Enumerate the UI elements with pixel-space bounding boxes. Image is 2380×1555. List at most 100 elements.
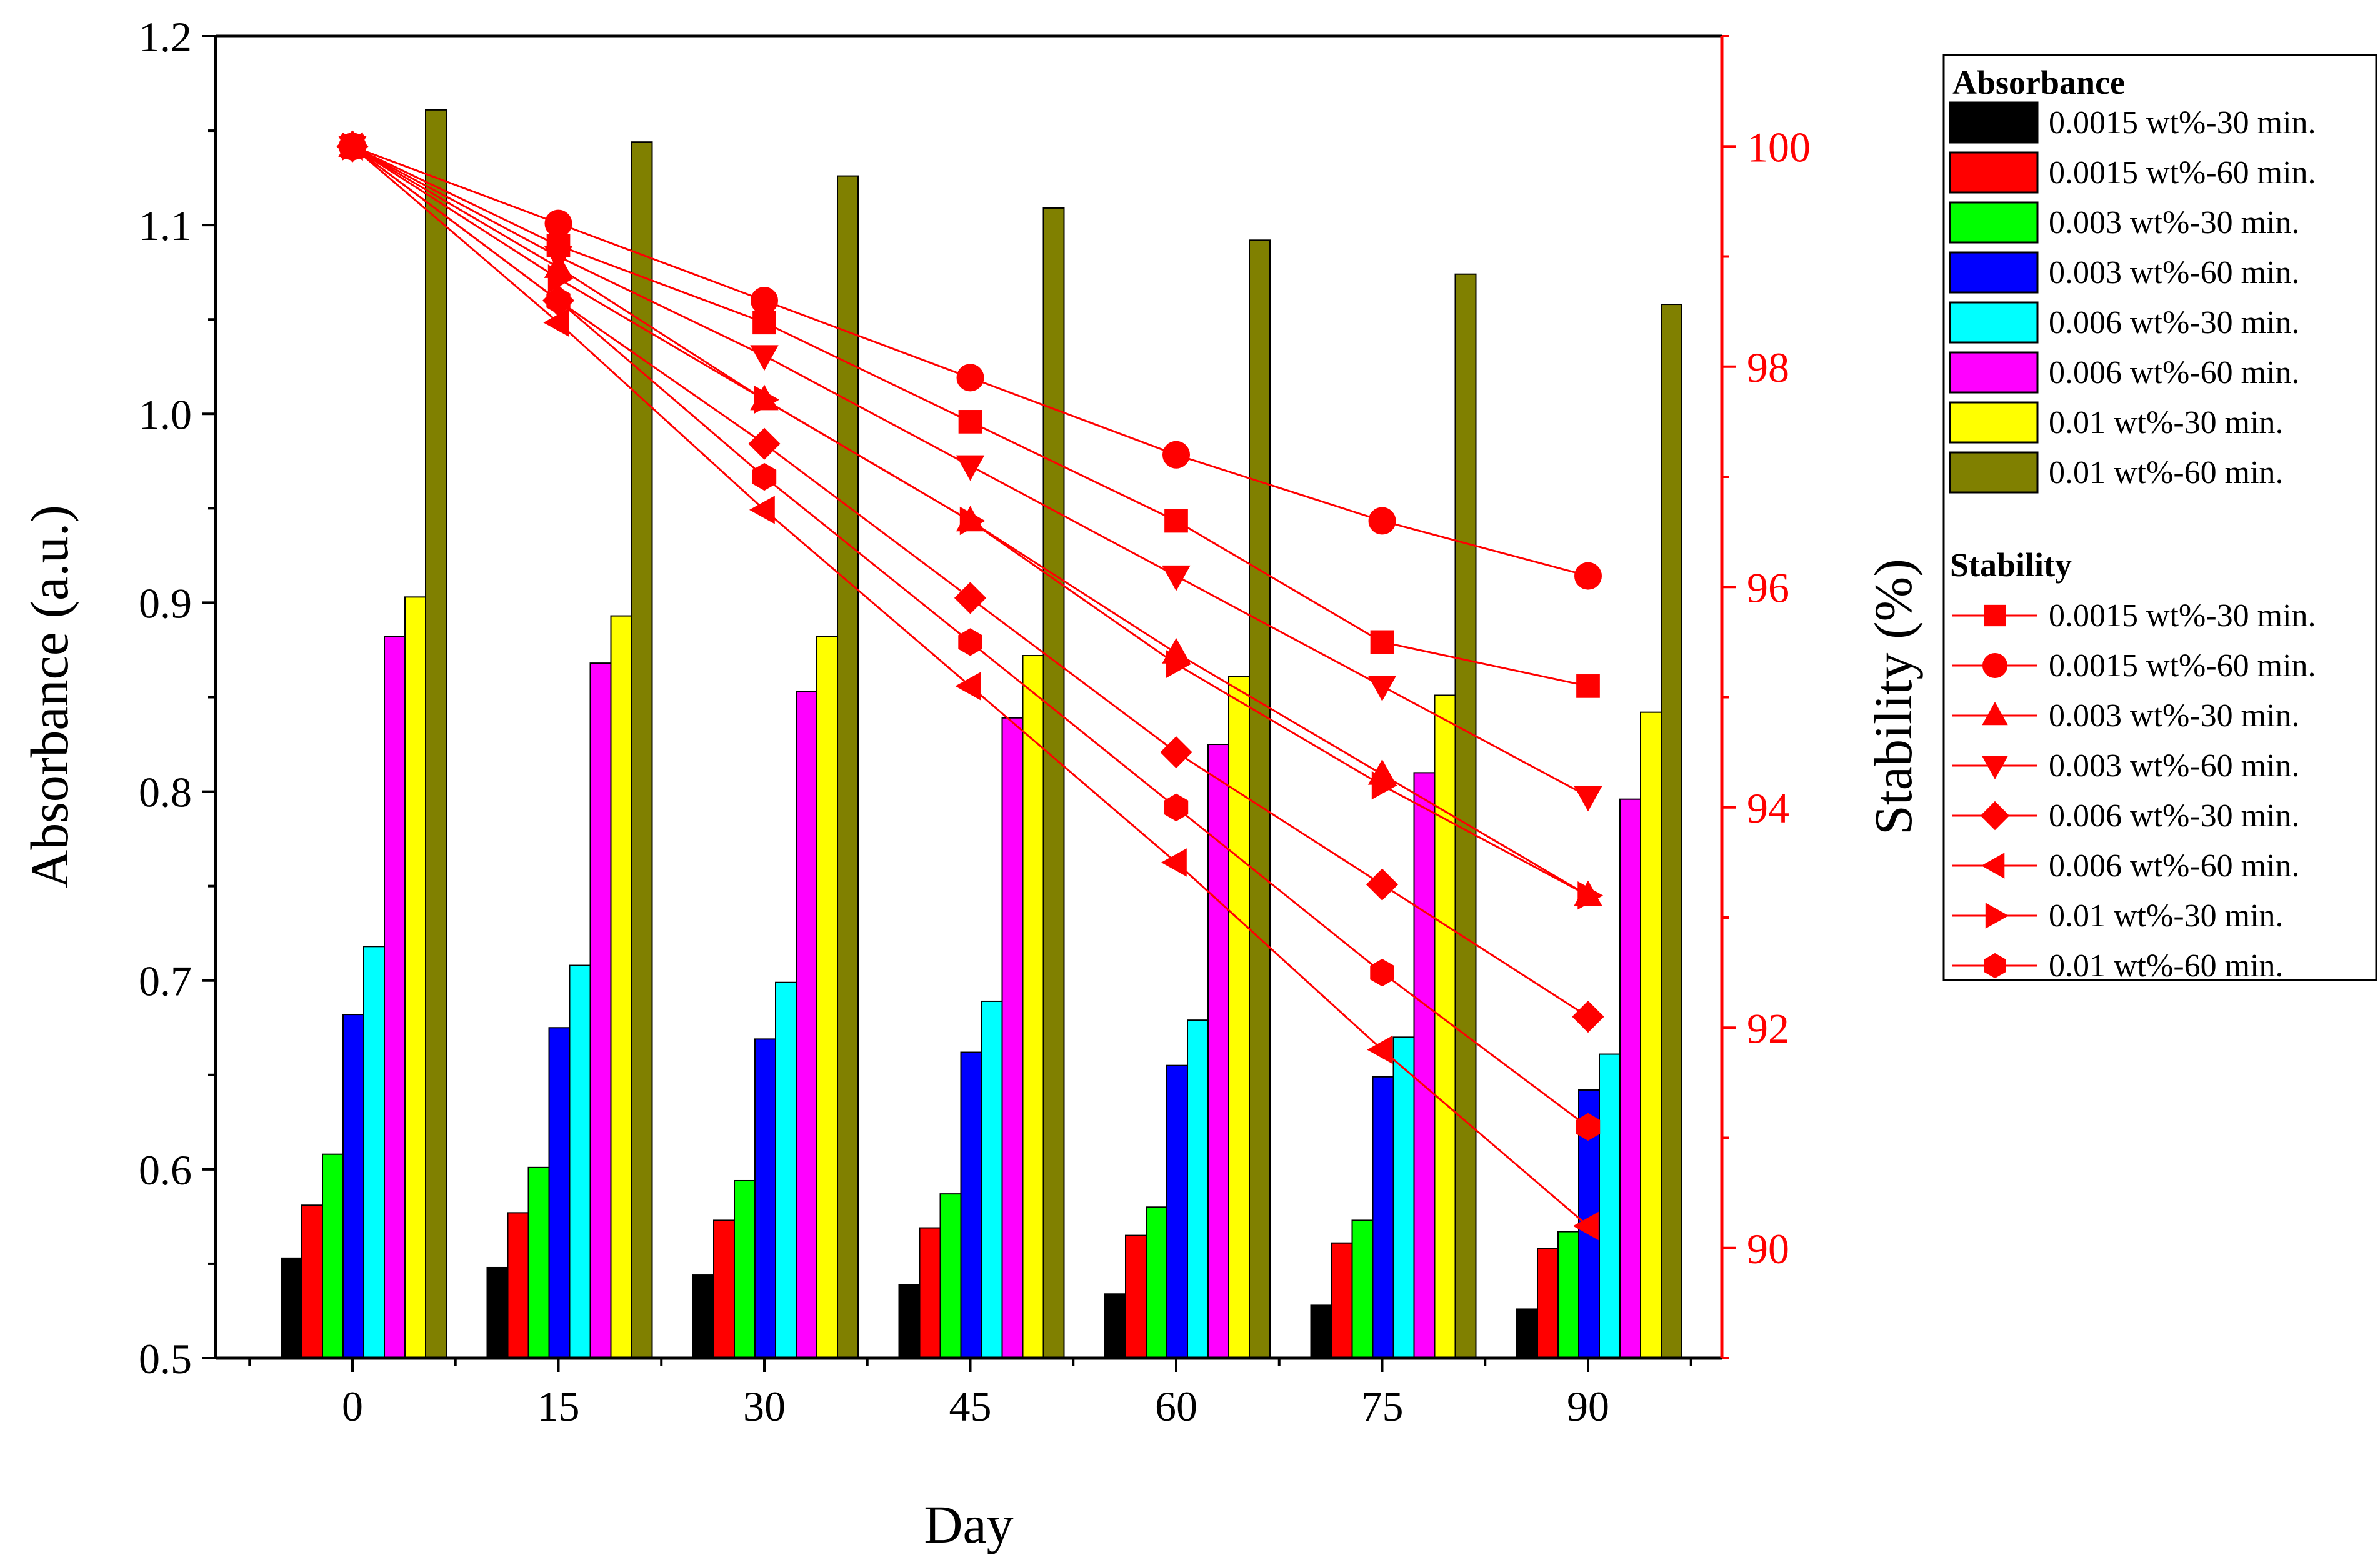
stability-point-5-day-30: [748, 428, 781, 460]
bar-5-day-45: [981, 1000, 1003, 1359]
legend-marker-4: [1982, 756, 2008, 780]
stability-point-7-day-90: [1578, 881, 1604, 910]
bar-4-day-30: [754, 1038, 776, 1359]
legend-marker-5: [1980, 801, 2010, 831]
bar-2-day-45: [919, 1227, 941, 1359]
bar-6-day-90: [1619, 798, 1641, 1359]
stability-point-5-day-75: [1366, 868, 1399, 901]
stability-point-1-day-30: [752, 311, 776, 335]
legend-label-bar-2: 0.0015 wt%-60 min.: [2049, 155, 2316, 191]
x-tick-label: 30: [743, 1382, 786, 1430]
stability-point-8-day-45: [958, 628, 982, 656]
x-axis-title: Day: [924, 1494, 1013, 1554]
bar-7-day-0: [404, 596, 426, 1359]
legend-swatch-bar-6: [1949, 351, 2039, 394]
legend-title-stability: Stability: [1950, 546, 2072, 584]
x-tick-label: 15: [538, 1382, 580, 1430]
bar-8-day-60: [1249, 239, 1271, 1359]
stability-point-8-day-0: [340, 132, 365, 161]
bar-3-day-15: [528, 1166, 550, 1359]
stability-point-5-day-60: [1160, 736, 1192, 769]
legend-swatch-bar-4: [1949, 251, 2039, 294]
legend-label-bar-7: 0.01 wt%-30 min.: [2049, 405, 2284, 441]
stability-point-6-day-90: [1572, 1211, 1599, 1241]
legend-box: [1942, 54, 2378, 981]
legend-title-absorbance: Absorbance: [1952, 64, 2125, 101]
bar-2-day-75: [1331, 1242, 1353, 1359]
y-axis-right-title: Stability (%): [1863, 559, 1923, 835]
legend-label-line-7: 0.01 wt%-30 min.: [2049, 898, 2284, 934]
bar-5-day-0: [363, 946, 385, 1359]
y-right-tick-label: 96: [1747, 564, 1789, 611]
bar-4-day-45: [960, 1051, 982, 1359]
y-right-tick-label: 100: [1747, 123, 1811, 171]
legend-label-line-4: 0.003 wt%-60 min.: [2049, 748, 2300, 784]
stability-point-8-day-15: [546, 286, 571, 315]
legend-label-bar-8: 0.01 wt%-60 min.: [2049, 455, 2284, 491]
bar-3-day-75: [1351, 1219, 1374, 1359]
bar-4-day-60: [1166, 1064, 1188, 1359]
legend-label-bar-3: 0.003 wt%-30 min.: [2049, 205, 2300, 241]
stability-point-4-day-45: [956, 455, 985, 481]
plot-area: [281, 109, 1682, 1359]
stability-point-8-day-30: [752, 462, 777, 491]
legend-label-line-1: 0.0015 wt%-30 min.: [2049, 598, 2316, 634]
y-right-tick-label: 98: [1747, 344, 1789, 391]
stability-point-7-day-60: [1166, 649, 1192, 679]
bar-2-day-60: [1125, 1234, 1147, 1359]
stability-point-7-day-75: [1371, 771, 1398, 800]
bar-8-day-45: [1042, 207, 1065, 1359]
y-left-tick-label: 1.2: [139, 13, 192, 61]
legend-marker-1: [1984, 604, 2006, 627]
stability-point-6-day-45: [955, 672, 981, 701]
y-left-tick-label: 1.0: [139, 391, 192, 438]
bar-1-day-45: [898, 1284, 921, 1359]
legend-swatch-bar-2: [1949, 151, 2039, 194]
bar-1-day-15: [486, 1266, 509, 1359]
stability-point-8-day-60: [1164, 793, 1189, 821]
stability-point-7-day-45: [959, 506, 986, 536]
bar-5-day-75: [1392, 1036, 1415, 1359]
stability-point-2-day-45: [956, 364, 984, 392]
y-right-tick-label: 92: [1747, 1004, 1789, 1052]
bar-7-day-90: [1640, 711, 1662, 1359]
bar-6-day-15: [589, 662, 612, 1359]
bar-5-day-90: [1599, 1053, 1621, 1359]
legend-swatch-bar-7: [1949, 401, 2039, 444]
stability-point-1-day-90: [1576, 674, 1600, 698]
bar-7-day-45: [1022, 655, 1044, 1359]
y-left-tick-label: 0.8: [139, 769, 192, 816]
y-left-tick-label: 0.9: [139, 579, 192, 627]
bar-5-day-30: [775, 981, 797, 1359]
bar-8-day-0: [425, 109, 447, 1359]
stability-line-5: [352, 146, 1589, 1018]
axes: 0.5 0.6 0.7 0.8 0.9 1.0 1.1 1.2 90 92 94 96 98 100 0 15…: [19, 13, 1923, 1554]
y-left-tick-label: 1.1: [139, 202, 192, 249]
bar-1-day-75: [1310, 1304, 1332, 1359]
bar-4-day-15: [548, 1027, 571, 1359]
bar-1-day-90: [1516, 1308, 1538, 1359]
legend-label-line-5: 0.006 wt%-30 min.: [2049, 798, 2300, 834]
stability-point-4-day-15: [544, 246, 573, 272]
stability-point-5-day-90: [1572, 1001, 1604, 1033]
legend-label-line-3: 0.003 wt%-30 min.: [2049, 698, 2300, 734]
y-right-tick-label: 90: [1747, 1225, 1789, 1272]
stability-point-4-day-90: [1574, 786, 1602, 812]
y-left-tick-label: 0.7: [139, 958, 192, 1005]
legend-marker-8: [1984, 952, 2006, 979]
legend-label-bar-6: 0.006 wt%-60 min.: [2049, 355, 2300, 391]
stability-point-4-day-60: [1162, 565, 1191, 591]
x-tick-label: 0: [342, 1382, 363, 1430]
bar-6-day-30: [796, 691, 818, 1359]
x-tick-label: 60: [1155, 1382, 1198, 1430]
bar-2-day-15: [507, 1212, 529, 1359]
stability-point-1-day-60: [1164, 509, 1188, 533]
bar-3-day-60: [1146, 1206, 1168, 1359]
y-right-tick-label: 94: [1747, 784, 1789, 832]
stability-point-7-day-15: [548, 264, 574, 293]
bar-6-day-45: [1001, 717, 1024, 1359]
bar-1-day-30: [692, 1274, 714, 1359]
y-left-tick-label: 0.6: [139, 1146, 192, 1194]
bar-4-day-0: [342, 1014, 364, 1359]
stability-point-2-day-30: [751, 287, 778, 314]
